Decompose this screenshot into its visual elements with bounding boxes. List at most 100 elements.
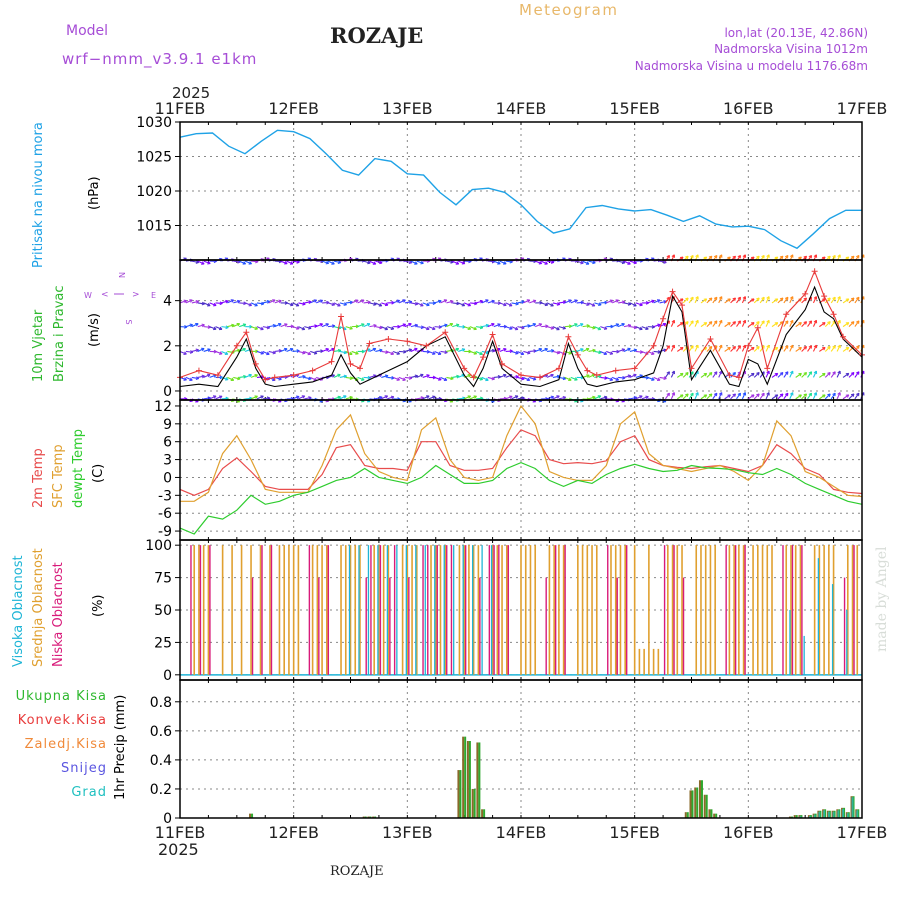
cloud-unit-label: (%)	[91, 595, 106, 618]
wind-arrow	[812, 320, 817, 327]
wind-arrow-head	[766, 319, 770, 324]
wind-arrow	[404, 376, 412, 379]
sfc-temp-line	[180, 404, 863, 502]
wind-arrow	[327, 374, 335, 378]
station-title: ROZAJE	[330, 23, 423, 48]
wind-arrow-head	[808, 345, 813, 349]
wind-arrow-head	[390, 326, 395, 330]
wind-arrow	[446, 300, 454, 304]
wind-arrow	[842, 394, 850, 400]
wind-arrow	[801, 346, 807, 352]
wind-arrow	[375, 260, 383, 264]
wind-arrow	[588, 349, 596, 352]
wind-arrow	[398, 299, 406, 304]
wind-arrow-head	[766, 370, 770, 375]
wind-arrow	[197, 324, 205, 328]
wind-arrow-head	[732, 371, 737, 376]
precip-frozen-bar	[462, 736, 465, 818]
wind-arrow	[670, 370, 675, 378]
wind-arrow	[463, 326, 471, 330]
wind-arrow-head	[183, 377, 187, 381]
wind-arrow-head	[272, 323, 277, 328]
wind-arrow	[801, 393, 807, 400]
wind-arrow	[748, 372, 755, 378]
wind-arrow	[298, 350, 306, 354]
wind-arrow	[765, 370, 770, 378]
wind-arrow	[333, 260, 341, 264]
wind-arrow-head	[550, 260, 555, 264]
wind-arrow	[470, 302, 478, 305]
coords-text: lon,lat (20.13E, 42.86N)	[724, 26, 868, 40]
wind-arrow	[653, 299, 661, 304]
wind-arrow-head	[639, 302, 643, 307]
wind-gust-marker	[385, 336, 392, 343]
wind-arrow	[381, 375, 389, 378]
wind-arrow	[712, 296, 718, 304]
wind-arrow-head	[784, 392, 789, 397]
wind-arrow-head	[621, 322, 625, 327]
wind-arrow	[286, 260, 294, 265]
wind-arrow	[250, 395, 258, 400]
wind-arrow	[712, 392, 718, 400]
wind-arrow-head	[349, 326, 353, 330]
temperature-ytick-label: -6	[158, 506, 172, 522]
wind-arrow	[836, 296, 841, 304]
wind-arrow	[611, 299, 619, 304]
wind-arrow-head	[485, 377, 489, 382]
wind-arrow-head	[779, 297, 784, 301]
wind-arrow	[635, 302, 643, 306]
wind-arrow	[511, 302, 519, 305]
wind-arrow	[676, 346, 684, 352]
wind-arrow	[250, 260, 259, 263]
wind-arrow	[659, 260, 667, 264]
wind-arrow-head	[798, 322, 802, 326]
wind-gust-marker	[518, 372, 524, 379]
wind-arrow	[203, 348, 211, 352]
wind-arrow	[511, 350, 519, 354]
wind-arrow	[819, 346, 826, 352]
wind-arrow-head	[230, 377, 235, 382]
temperature-ytick-label: 12	[154, 399, 172, 415]
wind-arrow-head	[295, 303, 300, 307]
wind-arrow	[410, 347, 418, 352]
wind-arrow	[706, 393, 713, 400]
wind-arrow	[268, 299, 276, 304]
wind-arrow	[434, 326, 442, 328]
wind-arrow	[256, 302, 264, 305]
wind-arrow-head	[732, 346, 737, 350]
wind-gust-marker	[688, 365, 695, 372]
wind-arrow-head	[183, 299, 187, 304]
wind-arrow	[481, 376, 489, 381]
wind-arrow	[304, 350, 311, 355]
wind-arrow-head	[307, 351, 312, 356]
wind-arrow	[369, 348, 377, 352]
x-tick-label-top: 12FEB	[268, 99, 319, 118]
wind-arrow	[487, 300, 495, 304]
wind-arrow	[250, 374, 258, 378]
wind-arrow-head	[266, 325, 271, 330]
wind-arrow-head	[343, 350, 348, 355]
wind-arrow-head	[671, 319, 676, 324]
wind-arrow	[345, 301, 353, 304]
x-axis-top: 11FEB 12FEB 13FEB 14FEB 15FEB 16FEB 17FEB	[155, 99, 888, 118]
wind-arrow	[239, 323, 247, 328]
wind-arrow-head	[708, 346, 713, 350]
wind-arrow-head	[856, 345, 860, 349]
wind-arrow	[688, 296, 694, 304]
wind-arrow	[635, 374, 643, 378]
wind-arrow	[280, 323, 288, 328]
wind-arrow	[339, 350, 347, 354]
wind-arrow-head	[432, 351, 436, 355]
wind-arrow	[298, 326, 305, 331]
wind-arrow-head	[784, 320, 789, 324]
wind-arrow-head	[444, 350, 448, 354]
wind-arrow	[789, 296, 794, 304]
wind-arrow-head	[367, 300, 371, 305]
wind-arrow	[197, 302, 205, 305]
wind-arrow-head	[526, 377, 531, 382]
wind-arrow-head	[230, 299, 235, 303]
wind-arrow-head	[538, 323, 543, 327]
wind-arrow-head	[461, 302, 466, 307]
wind-gust-marker	[830, 311, 837, 318]
wind-gust-marker	[650, 342, 657, 349]
